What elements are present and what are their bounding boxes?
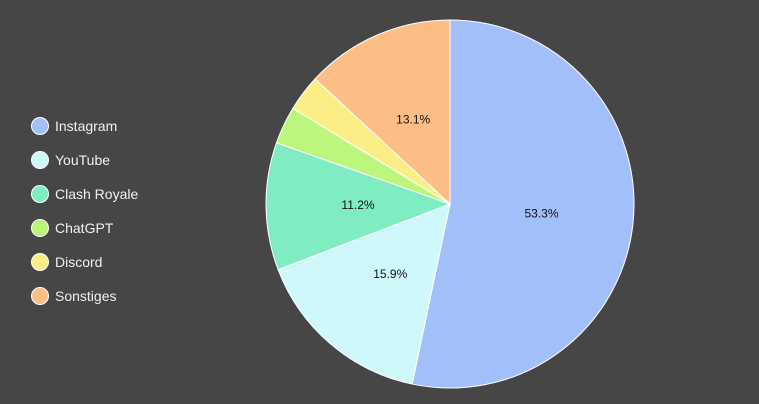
legend-item[interactable]: Clash Royale bbox=[31, 177, 138, 211]
pie-slice-sonstiges[interactable] bbox=[314, 19, 451, 206]
legend-swatch bbox=[31, 151, 49, 169]
pie-slice-instagram[interactable] bbox=[411, 19, 635, 389]
legend-swatch bbox=[31, 185, 49, 203]
legend-swatch bbox=[31, 287, 49, 305]
slice-label: 11.2% bbox=[341, 198, 374, 212]
legend-swatch bbox=[31, 117, 49, 135]
legend-label: Clash Royale bbox=[55, 186, 139, 202]
legend-item[interactable]: Sonstiges bbox=[31, 279, 138, 313]
pie-slice-youtube[interactable] bbox=[277, 203, 451, 385]
slice-label: 53.3% bbox=[524, 207, 558, 221]
legend-item[interactable]: YouTube bbox=[31, 143, 138, 177]
legend-item[interactable]: Instagram bbox=[31, 109, 138, 143]
legend-item[interactable]: Discord bbox=[31, 245, 138, 279]
legend: Instagram YouTube Clash Royale ChatGPT Disco… bbox=[31, 109, 138, 313]
legend-label: Sonstiges bbox=[55, 288, 117, 304]
legend-label: Discord bbox=[55, 254, 103, 270]
legend-label: ChatGPT bbox=[55, 220, 114, 236]
legend-swatch bbox=[31, 219, 49, 237]
legend-label: Instagram bbox=[55, 118, 118, 134]
legend-item[interactable]: ChatGPT bbox=[31, 211, 138, 245]
legend-swatch bbox=[31, 253, 49, 271]
slice-label: 15.9% bbox=[373, 267, 407, 281]
pie-slice-clash-royale[interactable] bbox=[265, 142, 452, 271]
slice-label: 13.1% bbox=[396, 113, 430, 127]
legend-label: YouTube bbox=[55, 152, 111, 168]
